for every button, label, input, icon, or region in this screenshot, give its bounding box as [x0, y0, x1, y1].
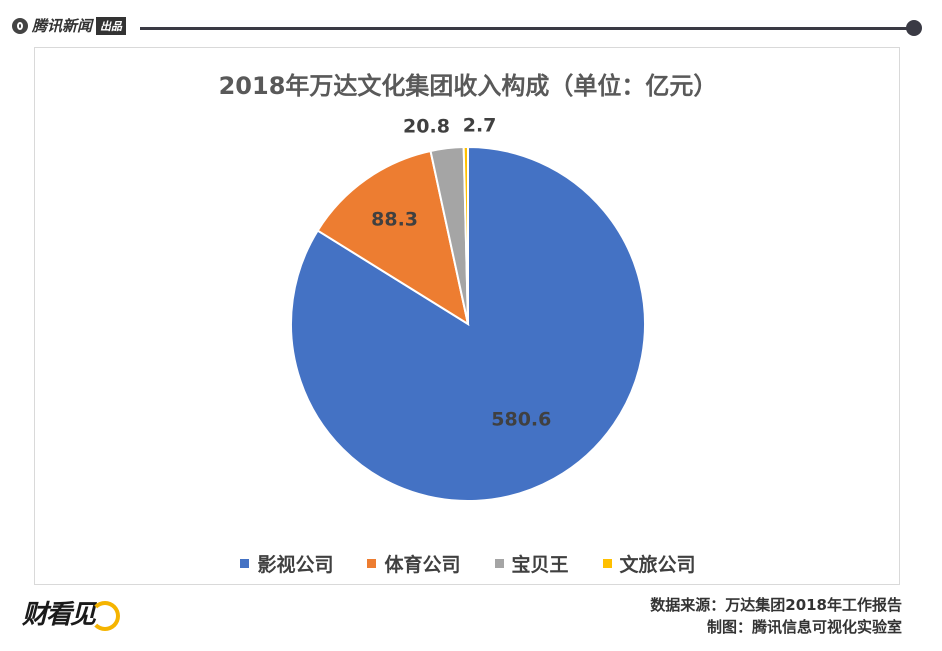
- chart-credit: 制图：腾讯信息可视化实验室: [706, 618, 902, 636]
- logo-swoosh-icon: [90, 600, 121, 631]
- caikanjian-logo: 财看见: [22, 594, 121, 631]
- legend-item: 宝贝王: [494, 550, 569, 577]
- slice-data-label: 88.3: [371, 208, 418, 230]
- legend-swatch: [367, 559, 377, 568]
- brand-tag: 出品: [96, 16, 127, 35]
- legend-swatch: [240, 559, 250, 568]
- brand-name: 腾讯新闻: [32, 17, 93, 35]
- legend-label: 体育公司: [384, 554, 461, 576]
- chart-title: 2018年万达文化集团收入构成（单位：亿元）: [218, 72, 718, 100]
- legend-item: 体育公司: [367, 550, 461, 577]
- slice-data-label: 580.6: [491, 408, 551, 430]
- legend-item: 文旅公司: [602, 550, 696, 577]
- footer-logo-text: 财看见: [22, 600, 96, 630]
- chart-legend: 影视公司 体育公司 宝贝王 文旅公司: [35, 550, 901, 577]
- legend-swatch: [494, 559, 504, 568]
- slice-data-label: 20.8: [403, 116, 450, 138]
- pie-slice: [462, 145, 469, 325]
- header-dot: [906, 20, 922, 36]
- legend-label: 宝贝王: [511, 554, 569, 576]
- header: 腾讯新闻 出品: [0, 0, 942, 46]
- header-divider: [140, 27, 910, 30]
- legend-label: 文旅公司: [619, 554, 696, 576]
- brand-logo: 腾讯新闻 出品: [12, 15, 127, 36]
- tencent-news-icon: [12, 17, 28, 34]
- pie-chart: 580.6 88.3 20.8 2.7: [290, 114, 646, 502]
- data-source: 数据来源：万达集团2018年工作报告: [650, 596, 902, 614]
- footer-notes: 数据来源：万达集团2018年工作报告 制图：腾讯信息可视化实验室: [650, 594, 902, 638]
- pie-slice: [316, 149, 470, 327]
- legend-item: 影视公司: [240, 550, 333, 577]
- legend-label: 影视公司: [257, 554, 334, 576]
- legend-swatch: [602, 559, 612, 568]
- slice-data-label: 2.7: [463, 114, 497, 136]
- pie-slice: [290, 145, 646, 502]
- chart-frame: 2018年万达文化集团收入构成（单位：亿元） 580.6 88.3 20.8 2.7 …: [34, 47, 900, 585]
